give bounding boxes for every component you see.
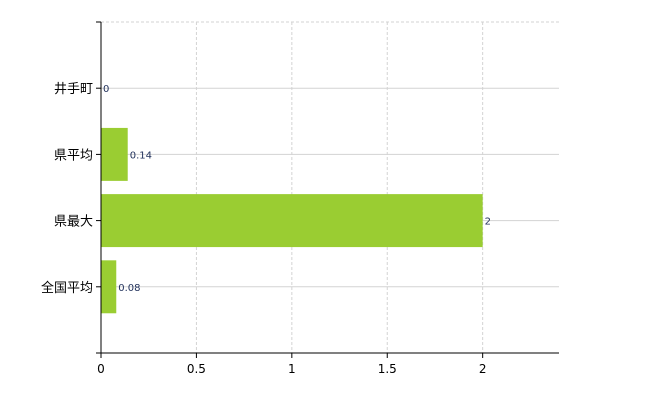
y-tick-label: 井手町	[54, 82, 93, 97]
bar	[101, 127, 128, 181]
x-tick-label: 0	[97, 362, 105, 376]
x-tick-label: 2	[479, 362, 487, 376]
data-label: 0.08	[118, 283, 140, 294]
bar	[101, 260, 117, 314]
data-label: 2	[485, 217, 491, 228]
bar	[101, 194, 483, 248]
y-tick-label: 県平均	[54, 148, 93, 163]
data-label: 0	[103, 84, 109, 95]
x-tick-label: 1	[288, 362, 296, 376]
data-label: 0.14	[130, 150, 152, 161]
y-tick-label: 全国平均	[41, 280, 93, 296]
x-tick-label: 0.5	[187, 362, 206, 376]
x-tick-label: 1.5	[378, 362, 397, 376]
y-tick-label: 県最大	[54, 215, 93, 230]
